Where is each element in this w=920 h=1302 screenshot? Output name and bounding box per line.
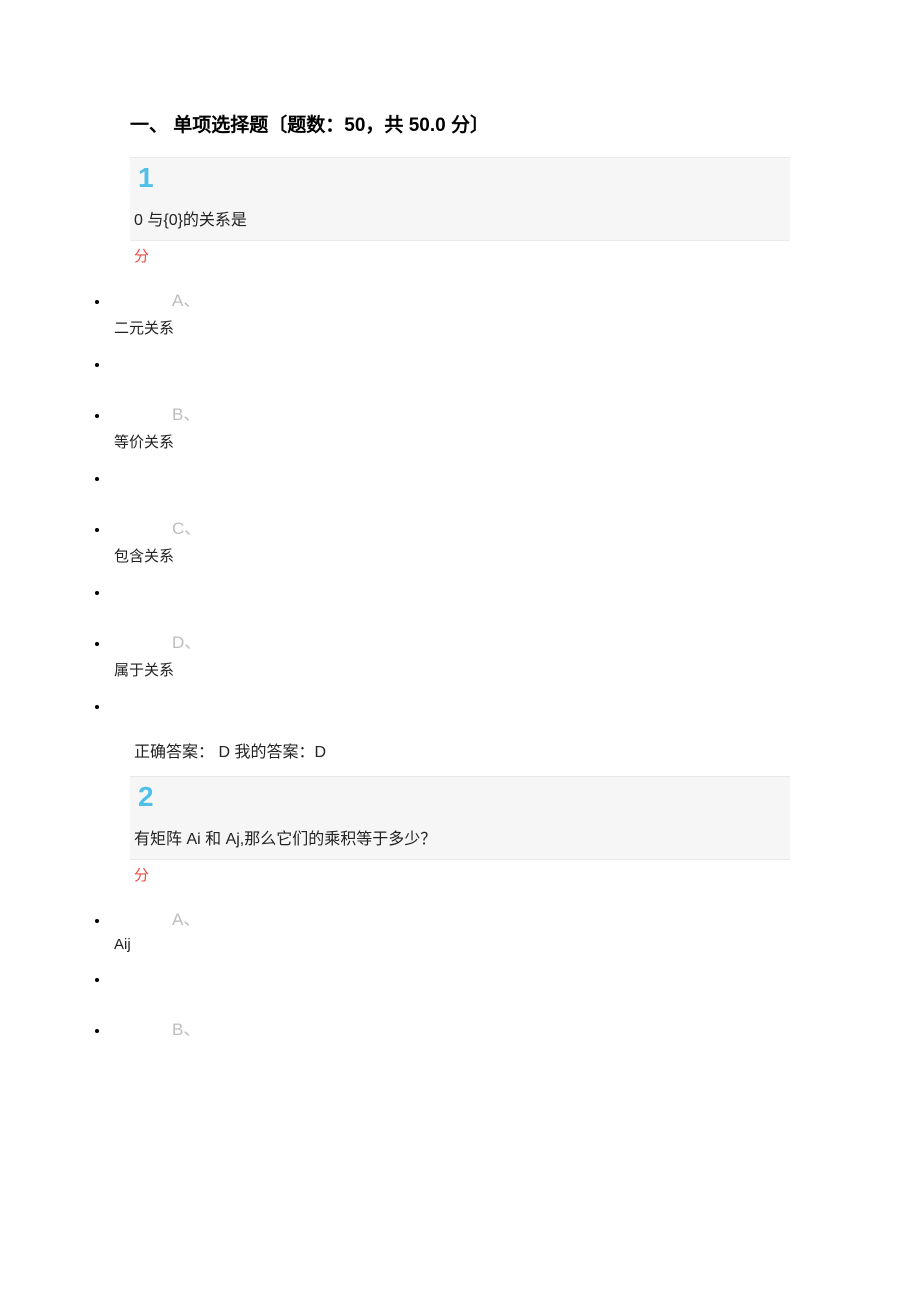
option-text: 属于关系 (114, 659, 790, 680)
option-spacer (110, 456, 790, 502)
question-number: 1 (138, 162, 154, 193)
option-text: Aij (114, 936, 790, 953)
question-number: 2 (138, 781, 154, 812)
question-number-bar: 2 (130, 776, 790, 815)
score-label: 分 (130, 241, 790, 274)
option-letter: A、 (172, 286, 790, 311)
question-number-bar: 1 (130, 157, 790, 196)
option-b[interactable]: B、 等价关系 (110, 388, 790, 456)
option-letter: A、 (172, 905, 790, 930)
option-letter: D、 (172, 628, 790, 653)
options-list: A、 二元关系 B、 等价关系 C、 包含关系 D、 属于关系 (110, 274, 790, 730)
score-label: 分 (130, 860, 790, 893)
option-a[interactable]: A、 Aij (110, 893, 790, 957)
question-block-1: 1 0 与{0}的关系是 分 A、 二元关系 B、 等价关系 C、 包含关系 D… (130, 157, 790, 762)
option-text: 包含关系 (114, 545, 790, 566)
option-letter: B、 (172, 400, 790, 425)
section-title: 一、 单项选择题〔题数：50，共 50.0 分〕 (130, 110, 790, 137)
option-b[interactable]: B、 (110, 1003, 790, 1050)
question-text: 有矩阵 Ai 和 Aj,那么它们的乘积等于多少？ (130, 815, 790, 860)
question-text: 0 与{0}的关系是 (130, 196, 790, 241)
option-a[interactable]: A、 二元关系 (110, 274, 790, 342)
option-spacer (110, 957, 790, 1003)
option-c[interactable]: C、 包含关系 (110, 502, 790, 570)
option-text: 等价关系 (114, 431, 790, 452)
question-block-2: 2 有矩阵 Ai 和 Aj,那么它们的乘积等于多少？ 分 A、 Aij B、 (130, 776, 790, 1050)
option-spacer (110, 342, 790, 388)
option-spacer (110, 570, 790, 616)
answer-line: 正确答案： D 我的答案：D (134, 738, 790, 762)
option-d[interactable]: D、 属于关系 (110, 616, 790, 684)
quiz-container: 一、 单项选择题〔题数：50，共 50.0 分〕 1 0 与{0}的关系是 分 … (0, 0, 920, 1090)
option-letter: B、 (172, 1015, 790, 1040)
options-list: A、 Aij B、 (110, 893, 790, 1050)
option-text: 二元关系 (114, 317, 790, 338)
option-spacer (110, 684, 790, 730)
option-letter: C、 (172, 514, 790, 539)
